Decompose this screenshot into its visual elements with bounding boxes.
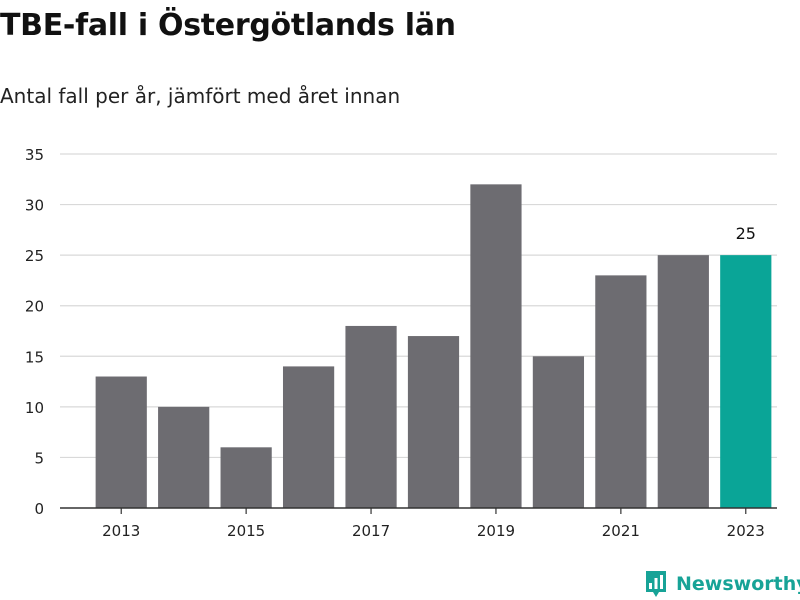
x-tick-label: 2019 bbox=[477, 522, 515, 540]
newsworthy-logo: Newsworthy bbox=[644, 568, 800, 600]
x-tick-label: 2023 bbox=[727, 522, 765, 540]
bar-2021 bbox=[595, 275, 647, 508]
bar-2013 bbox=[95, 376, 147, 508]
bar-2022 bbox=[657, 255, 709, 508]
bar-2014 bbox=[158, 406, 210, 508]
bar-chart-bubble-icon bbox=[646, 571, 666, 597]
bar-2017 bbox=[345, 325, 397, 508]
bar-2020 bbox=[532, 356, 585, 508]
brand-name: Newsworthy bbox=[676, 573, 800, 595]
x-tick-label: 2017 bbox=[352, 522, 390, 540]
bar-2016 bbox=[282, 366, 335, 508]
bar-2019 bbox=[470, 184, 522, 509]
y-tick-label: 5 bbox=[34, 449, 44, 467]
data-label: 25 bbox=[736, 224, 756, 243]
y-tick-label: 0 bbox=[34, 500, 44, 518]
x-tick-label: 2013 bbox=[102, 522, 140, 540]
y-tick-label: 35 bbox=[25, 146, 44, 164]
y-tick-label: 15 bbox=[25, 348, 44, 366]
chart-title: TBE-fall i Östergötlands län bbox=[0, 8, 456, 43]
bar-2023 bbox=[720, 255, 772, 508]
bar-2018 bbox=[407, 336, 460, 508]
x-tick-label: 2015 bbox=[227, 522, 265, 540]
chart-subtitle: Antal fall per år, jämfört med året inna… bbox=[0, 84, 401, 108]
y-tick-label: 30 bbox=[25, 197, 44, 215]
y-tick-label: 20 bbox=[25, 298, 44, 316]
bar-2015 bbox=[220, 447, 272, 508]
y-axis-ticks: 0 5 10 15 20 25 30 35 bbox=[25, 146, 44, 518]
bars bbox=[95, 184, 772, 509]
x-axis-ticks: 2013 2015 2017 2019 2021 2023 bbox=[102, 508, 765, 540]
y-tick-label: 10 bbox=[25, 399, 44, 417]
x-tick-label: 2021 bbox=[602, 522, 640, 540]
data-labels: 25 bbox=[736, 224, 756, 243]
y-tick-label: 25 bbox=[25, 247, 44, 265]
